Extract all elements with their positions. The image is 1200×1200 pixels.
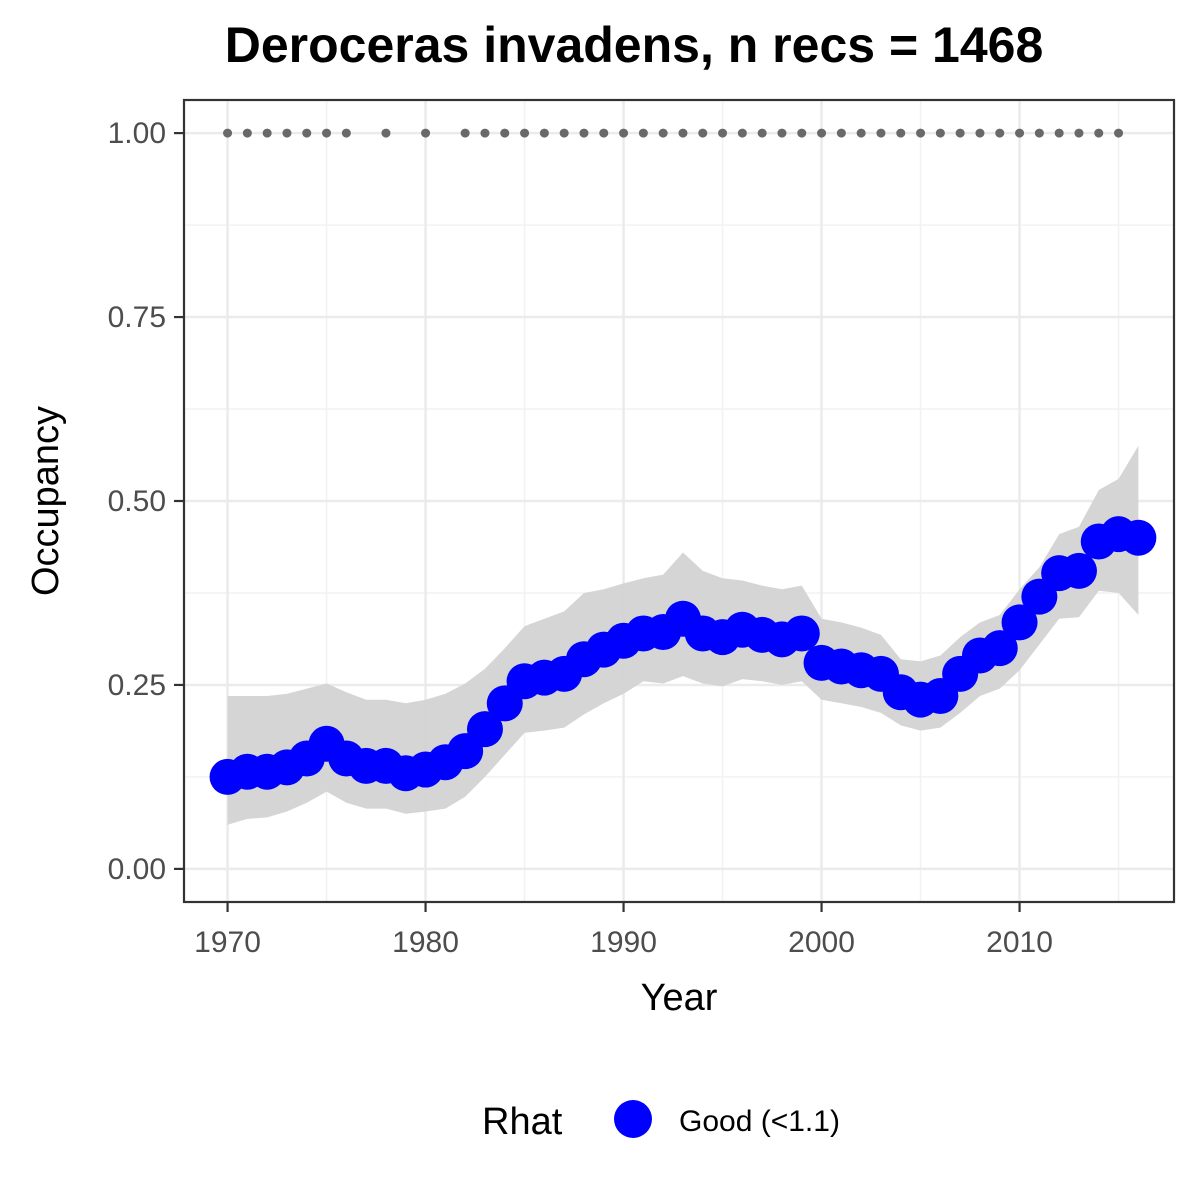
record-marker [916, 128, 926, 138]
record-marker [539, 128, 549, 138]
y-axis: 0.00 0.25 0.50 0.75 1.00 [108, 117, 184, 886]
record-marker [896, 128, 906, 138]
record-marker [381, 128, 391, 138]
record-marker [262, 128, 272, 138]
record-marker [559, 128, 569, 138]
record-marker [421, 128, 431, 138]
record-marker [935, 128, 945, 138]
y-tick-label: 0.75 [108, 301, 166, 334]
data-point [1021, 578, 1058, 615]
data-point [1060, 552, 1097, 589]
record-marker [876, 128, 886, 138]
record-marker [1074, 128, 1084, 138]
x-tick-label: 1990 [590, 926, 657, 959]
record-marker [698, 128, 708, 138]
record-marker [955, 128, 965, 138]
x-tick-label: 2000 [788, 926, 855, 959]
record-marker [520, 128, 530, 138]
legend-key-good [614, 1100, 652, 1138]
legend: Rhat Good (<1.1) [482, 1100, 840, 1143]
record-marker [856, 128, 866, 138]
record-marker [1034, 128, 1044, 138]
record-marker [638, 128, 648, 138]
y-axis-title: Occupancy [25, 406, 67, 596]
data-point [981, 630, 1018, 667]
x-tick-label: 1980 [392, 926, 459, 959]
record-marker [619, 128, 629, 138]
record-markers [223, 128, 1124, 138]
record-marker [1054, 128, 1064, 138]
legend-title: Rhat [482, 1101, 563, 1143]
record-marker [480, 128, 490, 138]
record-marker [797, 128, 807, 138]
record-marker [460, 128, 470, 138]
record-marker [1094, 128, 1104, 138]
record-marker [757, 128, 767, 138]
record-marker [322, 128, 332, 138]
data-point [1001, 604, 1038, 641]
record-marker [223, 128, 233, 138]
x-tick-label: 1970 [194, 926, 261, 959]
record-marker [1015, 128, 1025, 138]
x-tick-label: 2010 [986, 926, 1053, 959]
record-marker [718, 128, 728, 138]
data-point [466, 711, 503, 748]
record-marker [599, 128, 609, 138]
record-marker [995, 128, 1005, 138]
record-marker [777, 128, 787, 138]
data-point [783, 615, 820, 652]
y-tick-label: 0.00 [108, 853, 166, 886]
record-marker [282, 128, 292, 138]
x-axis-title: Year [641, 977, 718, 1019]
record-marker [302, 128, 312, 138]
x-axis: 1970 1980 1990 2000 2010 [194, 902, 1053, 959]
record-marker [1114, 128, 1124, 138]
record-marker [975, 128, 985, 138]
record-marker [678, 128, 688, 138]
record-marker [817, 128, 827, 138]
occupancy-series [209, 516, 1157, 795]
record-marker [500, 128, 510, 138]
record-marker [737, 128, 747, 138]
chart-title: Deroceras invadens, n recs = 1468 [225, 17, 1044, 73]
y-tick-label: 0.50 [108, 485, 166, 518]
y-tick-label: 1.00 [108, 117, 166, 150]
legend-label-good: Good (<1.1) [679, 1105, 840, 1138]
record-marker [658, 128, 668, 138]
record-marker [579, 128, 589, 138]
record-marker [242, 128, 252, 138]
y-tick-label: 0.25 [108, 669, 166, 702]
record-marker [341, 128, 351, 138]
data-point [1120, 519, 1157, 556]
record-marker [836, 128, 846, 138]
